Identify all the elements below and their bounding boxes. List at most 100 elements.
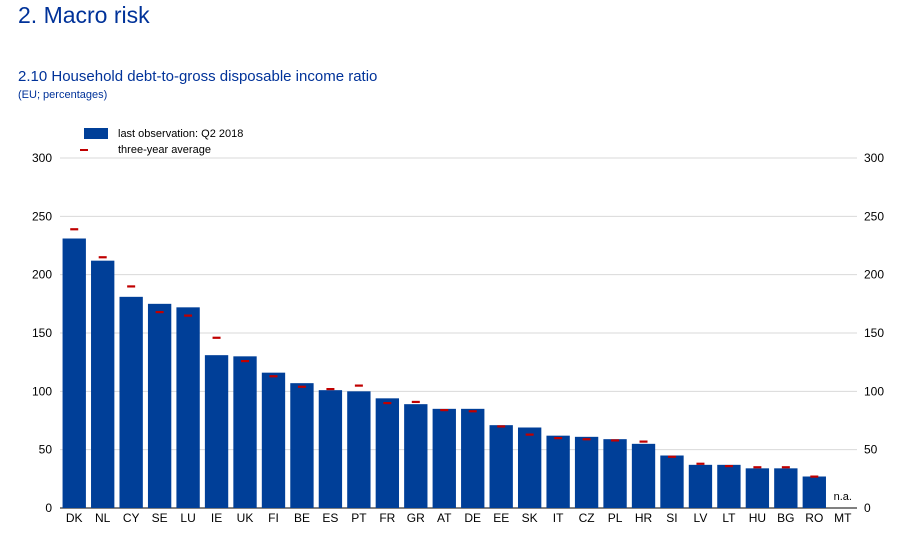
category-label: GR	[407, 511, 425, 525]
y-tick-label-right: 100	[864, 384, 884, 398]
chart-title: 2.10 Household debt-to-gross disposable …	[18, 68, 378, 85]
category-label: RO	[805, 511, 823, 525]
category-label: BG	[777, 511, 794, 525]
y-tick-label-left: 300	[32, 151, 52, 165]
category-label: PT	[351, 511, 367, 525]
category-label: DK	[66, 511, 83, 525]
y-tick-label-left: 100	[32, 384, 52, 398]
bar-nl	[91, 260, 115, 508]
average-marker-ie	[212, 336, 221, 339]
category-label: CY	[123, 511, 140, 525]
category-label: PL	[608, 511, 623, 525]
category-label: IT	[553, 511, 564, 525]
bar-lv	[688, 464, 713, 508]
average-marker-it	[554, 437, 563, 440]
average-marker-cz	[582, 438, 591, 441]
category-label: IE	[211, 511, 222, 525]
legend-average-label: three-year average	[118, 144, 211, 156]
bar-hr	[631, 443, 656, 508]
y-tick-label-right: 0	[864, 501, 871, 515]
bar-ro	[802, 476, 826, 508]
average-marker-ee	[497, 425, 506, 428]
y-tick-label-right: 150	[864, 326, 884, 340]
bar-de	[461, 408, 485, 508]
bar-it	[546, 435, 570, 508]
bar-fi	[261, 372, 286, 508]
category-label: EE	[493, 511, 509, 525]
average-marker-dk	[70, 228, 79, 231]
average-marker-cy	[127, 285, 136, 288]
average-marker-fi	[269, 375, 278, 378]
bar-es	[318, 390, 343, 508]
y-tick-label-left: 50	[39, 443, 53, 457]
bar-pl	[603, 439, 627, 508]
average-marker-hr	[639, 440, 648, 443]
category-label: LV	[694, 511, 708, 525]
bars-layer	[62, 238, 826, 508]
average-marker-fr	[383, 402, 392, 405]
category-label: AT	[437, 511, 452, 525]
y-tick-label-right: 300	[864, 151, 884, 165]
bar-ie	[204, 355, 229, 508]
bar-lt	[717, 464, 741, 508]
average-marker-si	[667, 455, 676, 458]
bar-be	[290, 383, 314, 508]
average-marker-at	[440, 409, 449, 412]
category-label: MT	[834, 511, 852, 525]
category-label: SE	[152, 511, 168, 525]
average-marker-pt	[354, 384, 363, 387]
y-tick-label-left: 250	[32, 209, 52, 223]
bar-ee	[489, 425, 513, 508]
bar-pt	[347, 391, 371, 508]
bar-sk	[517, 427, 542, 508]
y-tick-label-left: 150	[32, 326, 52, 340]
legend: last observation: Q2 2018 three-year ave…	[80, 128, 243, 156]
category-label: LU	[180, 511, 195, 525]
average-marker-lt	[724, 465, 733, 468]
bar-se	[147, 303, 172, 508]
bar-dk	[62, 238, 86, 508]
legend-bar-label: last observation: Q2 2018	[118, 128, 243, 140]
average-marker-es	[326, 388, 335, 391]
average-marker-lv	[696, 462, 705, 465]
average-marker-ro	[810, 475, 819, 478]
category-label: FI	[268, 511, 279, 525]
average-marker-uk	[241, 360, 250, 363]
y-tick-label-right: 50	[864, 443, 878, 457]
bar-uk	[233, 356, 257, 508]
average-marker-bg	[781, 466, 790, 469]
average-marker-lu	[184, 314, 193, 317]
section-title: 2. Macro risk	[18, 2, 150, 28]
average-marker-de	[468, 410, 477, 413]
category-label: SK	[522, 511, 538, 525]
category-label: DE	[464, 511, 481, 525]
category-label: SI	[666, 511, 677, 525]
average-marker-nl	[98, 256, 107, 259]
category-label: HR	[635, 511, 653, 525]
y-tick-label-right: 200	[864, 268, 884, 282]
legend-average-swatch	[80, 149, 88, 151]
bar-si	[660, 455, 684, 508]
bar-hu	[745, 468, 770, 508]
average-marker-hu	[753, 466, 762, 469]
average-marker-gr	[411, 400, 420, 404]
chart-subtitle: (EU; percentages)	[18, 89, 108, 101]
category-label: LT	[722, 511, 736, 525]
average-marker-sk	[525, 433, 534, 436]
bar-bg	[774, 468, 798, 508]
average-markers-layer	[70, 228, 819, 478]
category-label: ES	[322, 511, 338, 525]
y-tick-label-right: 250	[864, 209, 884, 223]
grid-layer: 0 0 50 50 100 100 150 150 200 200 250 250 300 300	[32, 151, 884, 515]
average-marker-se	[155, 311, 164, 314]
na-annotation: n.a.	[834, 491, 852, 503]
category-label: UK	[237, 511, 254, 525]
category-labels-layer: DK NL CY SE LU IE UK FI BE ES PT FR GR AT DE EE SK IT CZ PL…	[66, 491, 852, 525]
legend-bar-swatch	[84, 128, 108, 139]
category-label: FR	[379, 511, 395, 525]
category-label: HU	[749, 511, 766, 525]
y-tick-label-left: 200	[32, 268, 52, 282]
average-marker-pl	[611, 439, 620, 442]
bar-cy	[119, 296, 143, 508]
